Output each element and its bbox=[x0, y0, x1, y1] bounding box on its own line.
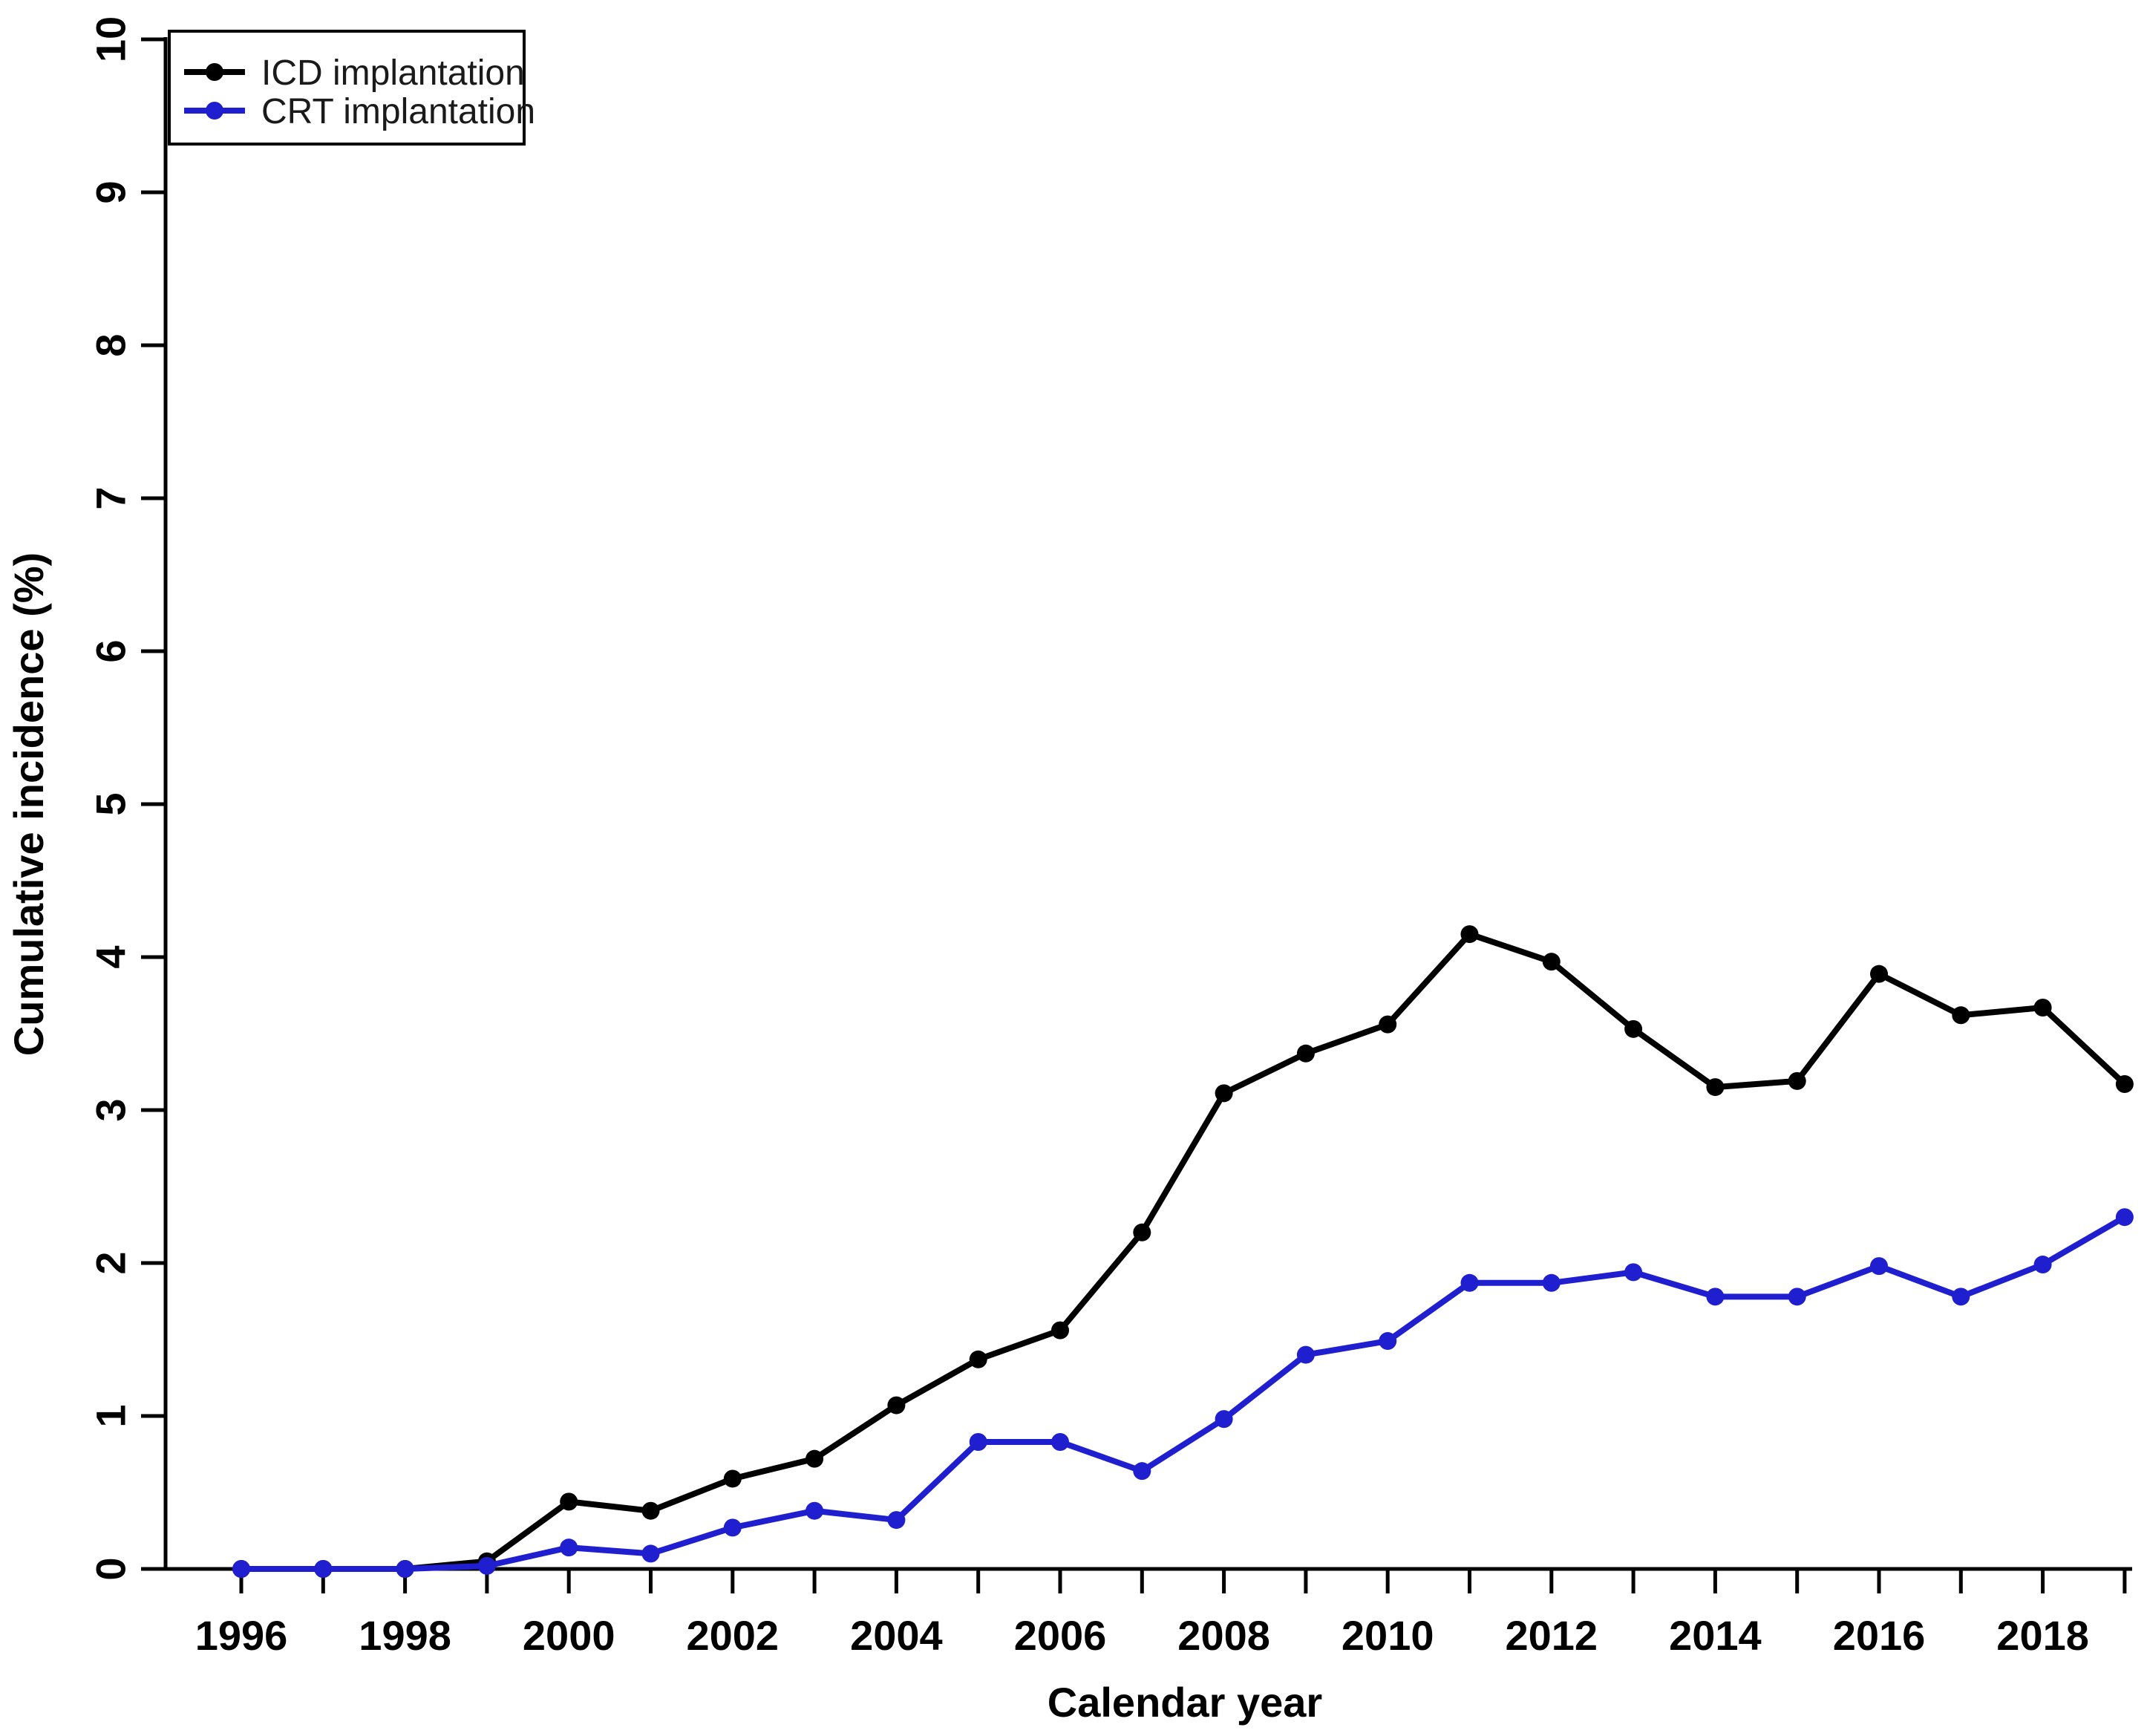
x-tick-label: 2000 bbox=[523, 1612, 615, 1659]
y-axis-title: Cumulative incidence (%) bbox=[5, 552, 52, 1056]
legend-box bbox=[168, 30, 526, 146]
icd-point bbox=[969, 1350, 987, 1368]
crt-point bbox=[1133, 1462, 1151, 1481]
y-axis: 0 1 2 3 4 5 6 7 8 9 10 bbox=[88, 16, 168, 1581]
y-tick-label: 8 bbox=[88, 333, 134, 356]
crt-point bbox=[723, 1518, 742, 1537]
x-tick-label: 1998 bbox=[359, 1612, 451, 1659]
y-tick-label: 10 bbox=[88, 16, 134, 62]
crt-point bbox=[641, 1544, 660, 1563]
icd-point bbox=[1215, 1084, 1233, 1103]
y-tick-label: 1 bbox=[88, 1404, 134, 1427]
y-tick-label: 5 bbox=[88, 792, 134, 815]
icd-point bbox=[1460, 925, 1479, 944]
x-tick-label: 2014 bbox=[1669, 1612, 1762, 1659]
x-tick-label: 2010 bbox=[1342, 1612, 1434, 1659]
icd-point bbox=[560, 1492, 578, 1511]
x-tick-label: 2002 bbox=[687, 1612, 780, 1659]
y-tick-label: 0 bbox=[88, 1557, 134, 1580]
legend-marker-crt bbox=[206, 102, 223, 120]
legend-label-crt: CRT implantation bbox=[261, 92, 535, 131]
crt-point bbox=[805, 1501, 824, 1520]
crt-point bbox=[1215, 1410, 1233, 1429]
legend-label-icd: ICD implantation bbox=[261, 53, 525, 93]
x-tick-label: 2008 bbox=[1177, 1612, 1270, 1659]
icd-point bbox=[1133, 1223, 1151, 1241]
crt-point bbox=[2033, 1256, 2052, 1274]
icd-point bbox=[2033, 998, 2052, 1017]
icd-point bbox=[1788, 1071, 1806, 1090]
icd-point bbox=[1952, 1006, 1970, 1025]
x-axis: 1996 1998 2000 2002 2004 2006 2008 2010 2012 2014… bbox=[166, 1567, 2132, 1659]
crt-point bbox=[1296, 1345, 1315, 1364]
icd-line bbox=[238, 931, 2128, 1572]
x-tick-label: 2006 bbox=[1014, 1612, 1107, 1659]
icd-point bbox=[641, 1501, 660, 1520]
x-tick-label: 2004 bbox=[850, 1612, 943, 1659]
x-tick-label: 2012 bbox=[1506, 1612, 1598, 1659]
icd-point bbox=[1296, 1044, 1315, 1063]
legend: ICD implantation CRT implantation bbox=[168, 30, 535, 146]
legend-item-icd: ICD implantation bbox=[184, 53, 525, 93]
crt-line bbox=[238, 1214, 2128, 1572]
x-tick-label: 1996 bbox=[195, 1612, 288, 1659]
y-tick-label: 3 bbox=[88, 1098, 134, 1121]
icd-point bbox=[887, 1396, 906, 1414]
crt-point bbox=[232, 1560, 250, 1578]
x-axis-title: Calendar year bbox=[1048, 1679, 1322, 1726]
crt-point bbox=[1379, 1332, 1397, 1351]
crt-point bbox=[1542, 1273, 1561, 1292]
icd-point bbox=[1870, 965, 1888, 983]
icd-point bbox=[1624, 1019, 1643, 1038]
series-layer bbox=[232, 925, 2134, 1578]
y-tick-label: 9 bbox=[88, 180, 134, 203]
icd-point bbox=[723, 1469, 742, 1488]
crt-point bbox=[1051, 1433, 1069, 1452]
x-tick-label: 2018 bbox=[1996, 1612, 2089, 1659]
crt-point bbox=[396, 1560, 414, 1578]
legend-marker-icd bbox=[206, 63, 223, 81]
crt-point bbox=[477, 1556, 496, 1575]
crt-point bbox=[314, 1560, 333, 1578]
crt-point bbox=[1788, 1288, 1806, 1306]
y-tick-label: 2 bbox=[88, 1251, 134, 1274]
icd-point bbox=[1379, 1015, 1397, 1034]
y-tick-label: 7 bbox=[88, 486, 134, 509]
icd-point bbox=[1051, 1321, 1069, 1339]
crt-point bbox=[560, 1538, 578, 1557]
crt-point bbox=[1460, 1273, 1479, 1292]
crt-point bbox=[2115, 1208, 2134, 1227]
icd-point bbox=[1706, 1078, 1725, 1097]
icd-point bbox=[1542, 953, 1561, 971]
x-tick-label: 2016 bbox=[1833, 1612, 1926, 1659]
icd-point bbox=[2115, 1074, 2134, 1093]
y-tick-label: 6 bbox=[88, 639, 134, 662]
legend-item-crt: CRT implantation bbox=[184, 92, 535, 131]
crt-point bbox=[969, 1433, 987, 1452]
y-tick-label: 4 bbox=[88, 945, 134, 968]
crt-point bbox=[1952, 1288, 1970, 1306]
crt-point bbox=[1624, 1263, 1643, 1282]
icd-point bbox=[805, 1449, 824, 1468]
crt-point bbox=[887, 1511, 906, 1530]
crt-point bbox=[1870, 1257, 1888, 1276]
crt-point bbox=[1706, 1288, 1725, 1306]
